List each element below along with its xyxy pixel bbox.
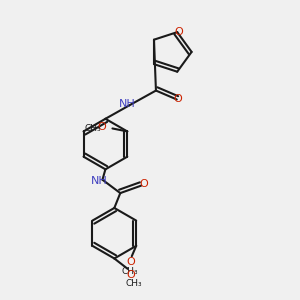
Text: O: O bbox=[98, 122, 106, 132]
Text: CH₃: CH₃ bbox=[125, 279, 142, 288]
Text: O: O bbox=[140, 179, 148, 189]
Text: O: O bbox=[174, 27, 183, 37]
Text: O: O bbox=[174, 94, 183, 104]
Text: O: O bbox=[126, 270, 135, 280]
Text: NH: NH bbox=[119, 99, 136, 109]
Text: CH₃: CH₃ bbox=[122, 267, 139, 276]
Text: O: O bbox=[126, 257, 135, 267]
Text: CH₃: CH₃ bbox=[85, 124, 101, 133]
Text: NH: NH bbox=[91, 176, 108, 186]
